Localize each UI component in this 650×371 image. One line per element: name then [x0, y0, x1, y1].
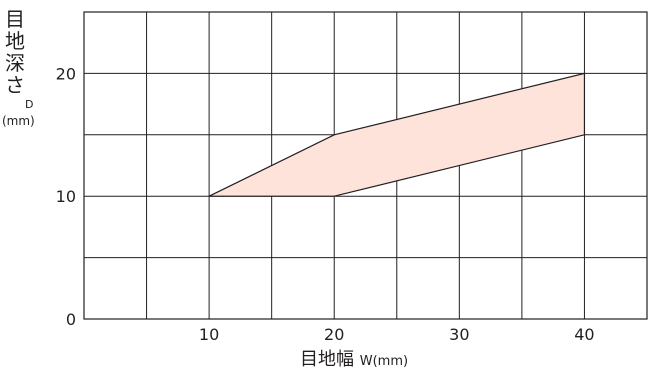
x-axis-label: 目地幅 [300, 349, 354, 370]
plot-area [208, 72, 586, 197]
y-tick-label: 10 [56, 187, 76, 206]
x-tick-label: 30 [449, 325, 469, 344]
x-axis-label-group: 目地幅 W(mm) [300, 345, 408, 371]
plot-border [83, 11, 648, 320]
x-tick-label: 20 [324, 325, 344, 344]
y-tick-label: 0 [66, 310, 76, 329]
area-series-0 [208, 72, 586, 197]
x-axis-symbol: W(mm) [359, 354, 409, 369]
y-tick-label: 20 [56, 64, 76, 83]
y-axis-unit: (mm) [2, 114, 35, 128]
y-axis-symbol: D [25, 98, 34, 111]
y-tick-labels: 0 10 20 [56, 64, 76, 329]
x-tick-label: 10 [199, 325, 219, 344]
y-axis-label: 目地深さ [5, 7, 25, 97]
plot-frame [83, 11, 648, 320]
x-tick-labels: 10 20 30 40 [199, 325, 595, 344]
x-tick-label: 40 [574, 325, 594, 344]
